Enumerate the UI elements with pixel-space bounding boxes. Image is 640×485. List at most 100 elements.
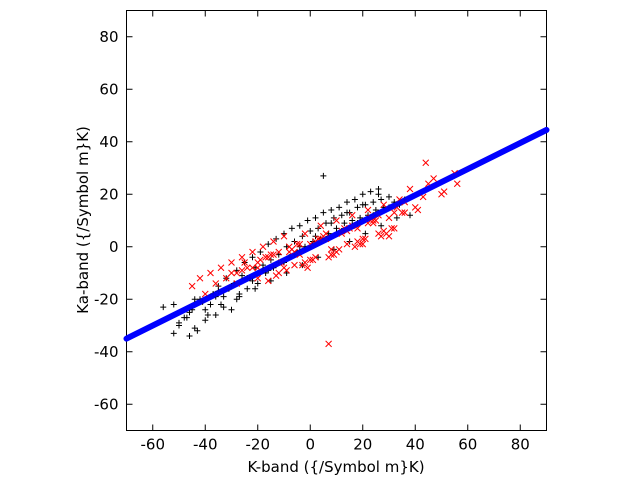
y-tick-label: 0 (109, 238, 119, 256)
data-point-cross (351, 243, 359, 251)
data-point-plus (375, 191, 382, 198)
data-point-cross (414, 206, 422, 214)
y-axis-label: Ka-band ({/Symbol m}K) (74, 126, 92, 314)
data-point-cross (217, 264, 225, 272)
data-point-cross (238, 253, 246, 261)
data-point-plus (212, 312, 219, 318)
data-point-plus (354, 204, 361, 211)
data-point-cross (422, 159, 430, 167)
x-tick-label: -20 (246, 436, 271, 454)
data-point-plus (186, 333, 193, 339)
data-point-plus (320, 209, 327, 216)
data-point-cross (228, 269, 235, 277)
x-tick-label: 0 (305, 436, 315, 454)
data-point-cross (309, 256, 317, 264)
x-tick-label: -40 (193, 436, 218, 454)
data-point-cross (359, 240, 367, 248)
data-point-cross (362, 235, 369, 243)
data-point-plus (320, 172, 327, 179)
data-point-plus (328, 207, 335, 213)
data-point-cross (238, 267, 246, 274)
data-point-cross (453, 180, 461, 188)
data-point-cross (325, 253, 332, 261)
data-point-cross (296, 240, 304, 248)
data-point-plus (367, 188, 374, 195)
data-point-plus (220, 304, 227, 311)
x-tick-label: 40 (406, 436, 425, 454)
data-point-plus (375, 186, 382, 192)
data-point-plus (288, 225, 295, 232)
data-point-plus (194, 327, 201, 334)
data-point-plus (233, 296, 240, 303)
data-point-cross (380, 201, 388, 209)
x-axis-label: K-band ({/Symbol m}K) (247, 458, 424, 476)
data-point-cross (377, 232, 385, 240)
data-point-plus (254, 280, 261, 287)
data-point-cross (267, 251, 275, 258)
data-point-cross (388, 225, 395, 232)
data-point-cross (196, 274, 204, 282)
data-point-plus (336, 204, 343, 211)
y-tick-label: 80 (99, 28, 118, 46)
data-point-cross (283, 267, 290, 274)
data-point-plus (304, 217, 311, 224)
data-point-cross (249, 264, 256, 272)
data-point-cross (356, 240, 364, 248)
data-point-plus (191, 296, 198, 303)
data-point-cross (335, 246, 343, 253)
data-point-cross (275, 248, 283, 256)
x-tick-label: 60 (458, 436, 477, 454)
data-point-cross (301, 230, 309, 237)
data-point-cross (272, 272, 280, 279)
data-point-plus (170, 330, 177, 337)
data-point-cross (398, 209, 406, 216)
data-point-plus (349, 217, 356, 224)
data-point-plus (191, 325, 198, 332)
data-point-cross (401, 209, 409, 216)
data-point-plus (202, 317, 209, 324)
data-point-plus (252, 285, 259, 292)
y-tick-label: -60 (94, 395, 119, 413)
data-point-plus (386, 193, 392, 200)
data-point-plus (296, 222, 303, 229)
data-point-plus (249, 254, 256, 261)
plot-frame (126, 10, 547, 431)
data-point-cross (430, 175, 437, 182)
data-point-plus (359, 201, 366, 208)
data-point-cross (383, 230, 390, 237)
data-point-cross (243, 264, 251, 272)
data-point-plus (228, 306, 235, 313)
x-tick-label: -60 (141, 436, 166, 454)
data-point-cross (228, 259, 235, 266)
data-point-cross (249, 248, 256, 256)
data-point-plus (160, 304, 167, 311)
data-point-cross (212, 280, 220, 287)
y-tick-label: 40 (99, 133, 118, 151)
data-point-cross (280, 232, 288, 240)
data-point-plus (344, 199, 350, 206)
data-point-cross (293, 240, 301, 248)
axis-ticks: -60 -40 -20 0 20 40 60 80 -60 -40 -20 0 20 40 60 80 (94, 10, 547, 454)
data-point-cross (270, 238, 277, 245)
data-point-plus (176, 322, 182, 329)
data-point-plus (218, 301, 224, 308)
data-point-cross (291, 261, 298, 269)
data-point-cross (188, 282, 196, 290)
fit-line-overlay (124, 127, 549, 342)
y-tick-label: -20 (94, 290, 119, 308)
data-point-cross (325, 340, 332, 348)
data-point-cross (222, 274, 230, 282)
data-point-plus (207, 301, 214, 308)
data-point-plus (220, 293, 227, 300)
data-point-cross (264, 277, 272, 285)
data-point-cross (257, 256, 264, 264)
data-point-cross (262, 253, 269, 261)
data-point-cross (333, 217, 340, 224)
data-marks (123, 126, 550, 348)
data-point-cross (390, 225, 398, 232)
data-point-cross (330, 251, 338, 258)
data-point-plus (370, 199, 377, 206)
data-point-cross (359, 235, 367, 243)
y-tick-label: 60 (99, 80, 118, 98)
y-tick-label: -40 (94, 343, 119, 361)
